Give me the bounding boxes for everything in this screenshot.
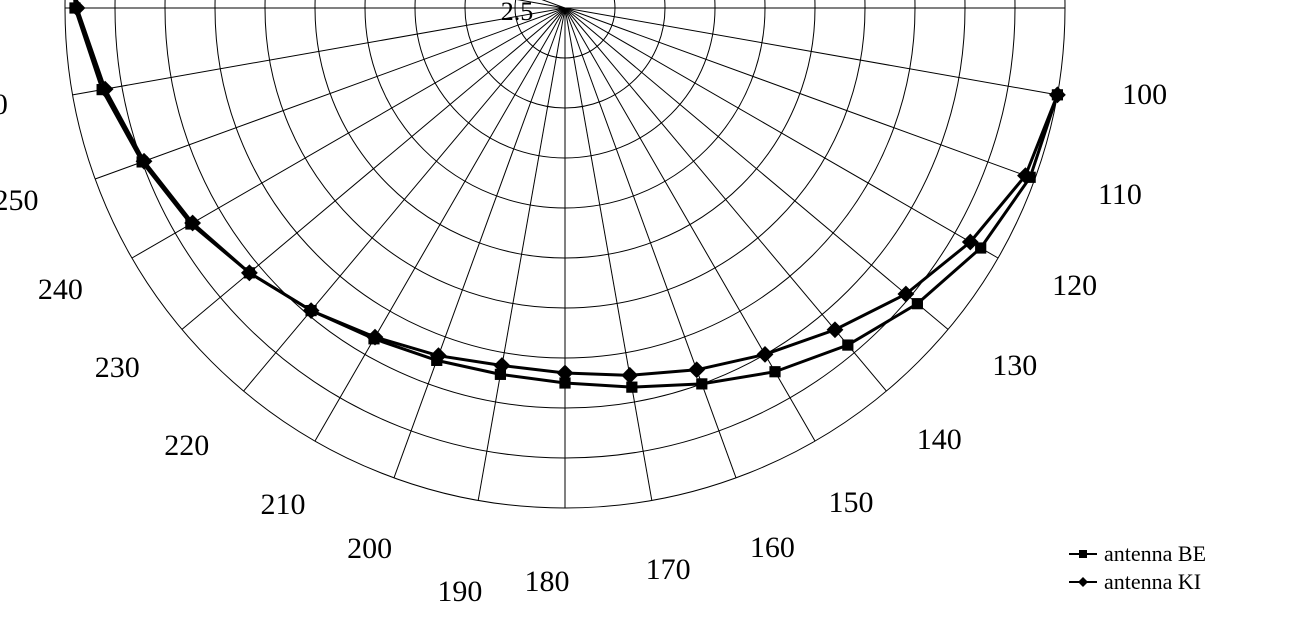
angle-label: 250: [0, 184, 39, 218]
angle-label: 240: [38, 273, 83, 307]
legend-label: antenna KI: [1104, 568, 1201, 596]
angle-label: 130: [992, 349, 1037, 383]
angle-label: 230: [95, 351, 140, 385]
legend-item: antenna KI: [1068, 568, 1206, 596]
angle-label: 120: [1052, 269, 1097, 303]
square-icon: [1068, 547, 1098, 561]
legend-item: antenna BE: [1068, 540, 1206, 568]
angle-label: 210: [261, 488, 306, 522]
angle-label: 140: [917, 423, 962, 457]
diamond-icon: [1068, 575, 1098, 589]
angle-label: 100: [1122, 78, 1167, 112]
angle-label: 160: [750, 531, 795, 565]
angle-label: 150: [829, 486, 874, 520]
angle-label: 220: [164, 429, 209, 463]
legend-label: antenna BE: [1104, 540, 1206, 568]
angle-label: 170: [646, 553, 691, 587]
angle-label: 200: [347, 532, 392, 566]
chart-legend: antenna BE antenna KI: [1068, 540, 1206, 596]
angle-label: 180: [525, 565, 570, 599]
center-value-label: 2.5: [501, 0, 534, 27]
polar-chart-container: { "chart": { "type": "polar-line", "cent…: [0, 0, 1301, 625]
angle-label: 190: [437, 575, 482, 609]
polar-chart-svg: [0, 0, 1301, 625]
angle-label: 260: [0, 88, 8, 122]
angle-label: 110: [1098, 178, 1142, 212]
